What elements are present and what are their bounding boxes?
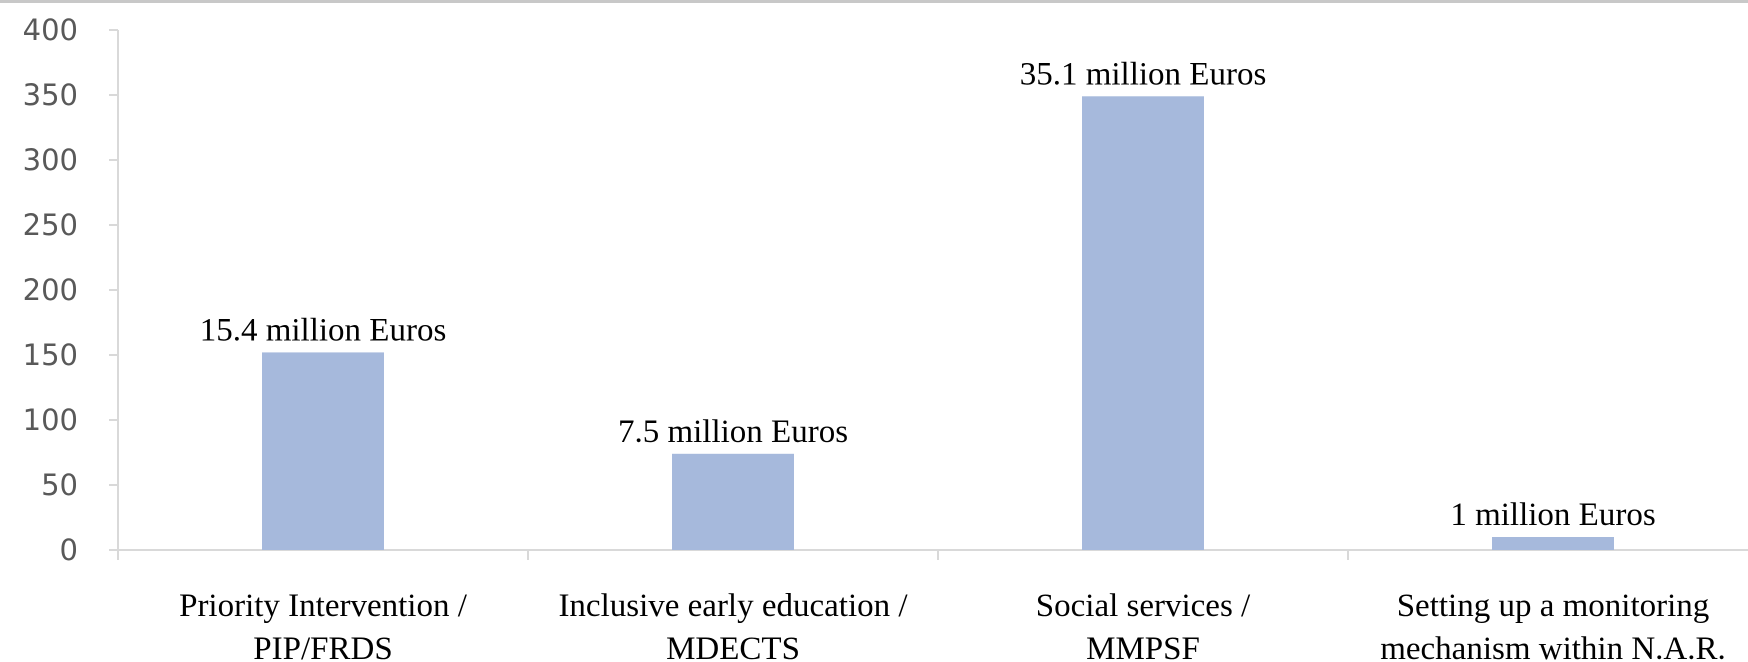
bars <box>262 96 1614 551</box>
y-tick-label: 100 <box>23 403 78 437</box>
y-tick-label: 400 <box>23 13 78 47</box>
x-category-label: Social services / <box>1036 588 1251 624</box>
x-category-label: MMPSF <box>1086 631 1200 662</box>
bar <box>262 352 384 550</box>
x-axis <box>117 549 1748 560</box>
bar <box>672 453 794 550</box>
y-tick-label: 350 <box>23 78 78 112</box>
y-tick-label: 150 <box>23 338 78 372</box>
category-labels: Priority Intervention / PIP/FRDS Inclusive… <box>179 588 1726 662</box>
x-category-label: Priority Intervention / <box>179 588 468 624</box>
top-border <box>0 0 1748 3</box>
x-category-label: PIP/FRDS <box>253 631 392 662</box>
y-tick-label: 200 <box>23 273 78 307</box>
data-labels: 15.4 million Euros 7.5 million Euros 35.1 … <box>200 56 1656 533</box>
y-axis: 0 50 100 150 200 250 300 350 400 <box>23 13 119 567</box>
y-tick-label: 300 <box>23 143 78 177</box>
x-category-label: mechanism within N.A.R. <box>1380 631 1726 662</box>
x-category-label: Setting up a monitoring <box>1397 588 1710 624</box>
x-category-label: Inclusive early education / <box>558 588 908 624</box>
data-label: 1 million Euros <box>1450 497 1655 533</box>
data-label: 35.1 million Euros <box>1020 56 1267 92</box>
bar <box>1492 537 1614 550</box>
data-label: 15.4 million Euros <box>200 312 447 348</box>
x-category-label: MDECTS <box>666 631 800 662</box>
data-label: 7.5 million Euros <box>618 414 848 450</box>
y-tick-label: 0 <box>60 533 78 567</box>
bar <box>1082 96 1204 551</box>
y-tick-label: 50 <box>41 468 78 502</box>
y-tick-label: 250 <box>23 208 78 242</box>
